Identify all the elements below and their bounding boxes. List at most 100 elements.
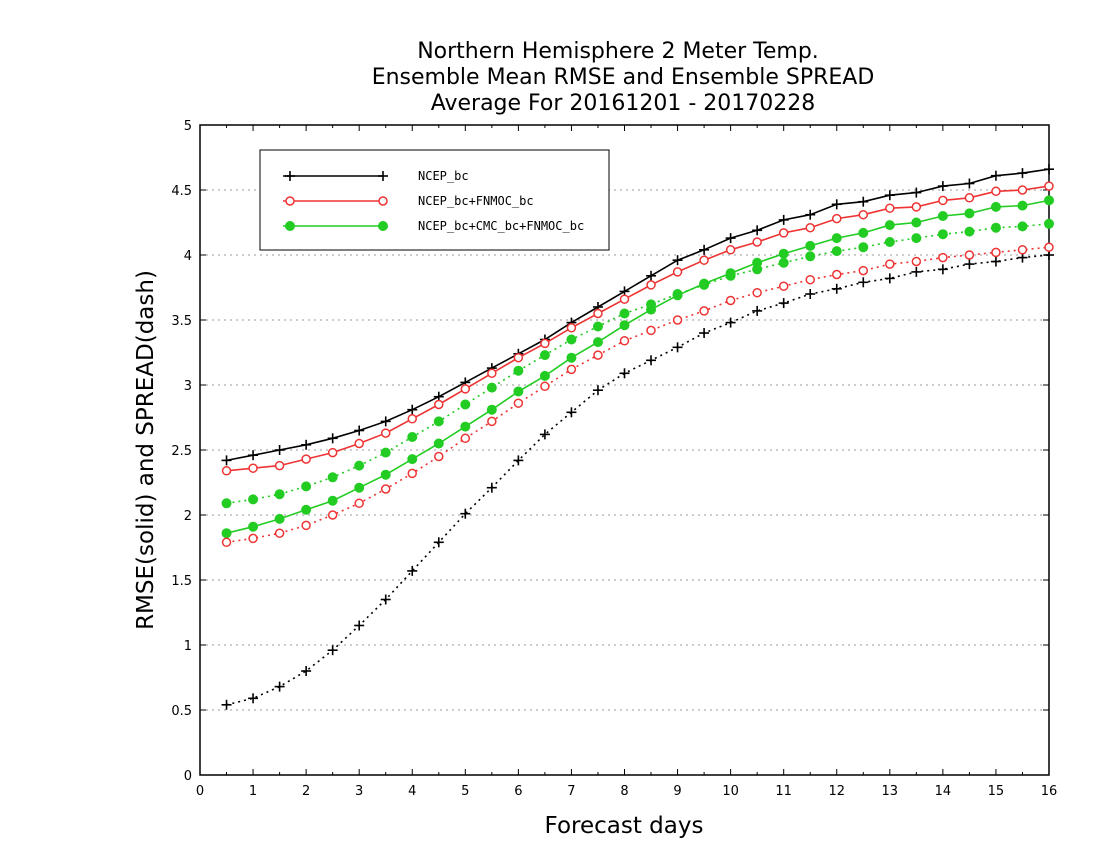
data-point — [964, 226, 975, 237]
data-point — [593, 308, 603, 319]
data-point — [699, 255, 709, 265]
data-point — [1044, 181, 1054, 191]
data-point — [1017, 200, 1028, 211]
data-point — [938, 195, 948, 206]
data-point — [460, 508, 471, 519]
data-point — [778, 281, 789, 291]
legend-label: NCEP_bc+FNMOC_bc — [418, 194, 534, 208]
legend-box — [259, 149, 610, 251]
x-tick-label: 11 — [775, 784, 792, 799]
data-point — [327, 495, 338, 506]
data-point — [592, 385, 603, 396]
axis-ticks: 00.511.522.533.544.550 1 2 3 4 5 6 7 8 9 10 11 12 13 1… — [171, 119, 1057, 799]
data-point — [672, 315, 683, 325]
data-point — [672, 289, 683, 299]
data-point — [221, 528, 232, 539]
data-point — [248, 450, 259, 461]
data-point — [566, 334, 577, 345]
data-point — [460, 421, 471, 432]
grid-lines — [200, 189, 1049, 711]
data-point — [407, 454, 418, 465]
data-point — [619, 308, 630, 319]
data-point — [566, 323, 577, 333]
x-tick-label: 16 — [1041, 784, 1058, 799]
x-tick-label: 10 — [722, 784, 739, 799]
y-axis-label: RMSE(solid) and SPREAD(dash) — [133, 270, 159, 630]
data-point — [805, 222, 815, 233]
data-point — [646, 270, 657, 281]
data-point — [725, 233, 736, 244]
data-point — [301, 666, 312, 676]
data-point — [539, 429, 550, 440]
legend-item: NCEP_bc+FNMOC_bc — [283, 194, 534, 208]
legend-marker — [285, 221, 295, 231]
data-point — [1044, 242, 1054, 252]
series-rmse-ncep-bc — [221, 164, 1054, 466]
data-point — [937, 181, 948, 192]
data-point — [778, 214, 789, 225]
data-point — [513, 365, 524, 376]
data-point — [805, 240, 816, 251]
data-point — [221, 498, 232, 509]
data-point — [407, 565, 418, 576]
data-point — [301, 481, 312, 492]
data-point — [911, 266, 922, 277]
data-point — [486, 482, 497, 493]
data-point — [380, 416, 391, 427]
x-tick-label: 6 — [514, 784, 522, 799]
data-point — [513, 398, 524, 408]
data-point — [646, 355, 657, 366]
legend-item: NCEP_bc — [283, 169, 469, 183]
data-point — [327, 472, 338, 483]
data-point — [619, 368, 630, 379]
data-point — [380, 428, 391, 438]
x-tick-label: 8 — [620, 784, 628, 799]
data-point — [778, 248, 789, 259]
data-point — [964, 259, 975, 270]
y-tick-label: 1 — [184, 639, 192, 654]
data-point — [592, 337, 603, 348]
legend-marker — [285, 171, 295, 181]
data-point — [1017, 245, 1028, 255]
data-point — [885, 203, 895, 213]
x-tick-label: 9 — [673, 784, 681, 799]
data-point — [566, 364, 577, 375]
data-point — [725, 270, 736, 281]
data-point — [354, 482, 365, 493]
data-point — [407, 432, 418, 442]
x-tick-label: 1 — [249, 784, 257, 799]
data-point — [884, 220, 895, 231]
data-point — [911, 256, 922, 267]
data-point — [885, 259, 895, 269]
data-point — [221, 466, 232, 476]
data-point — [301, 504, 312, 515]
data-point — [434, 451, 444, 462]
y-tick-label: 5 — [184, 119, 192, 134]
series-rmse-ncep-bc-fnmoc-bc — [221, 181, 1054, 476]
legend-marker — [378, 171, 388, 181]
y-tick-label: 2 — [184, 509, 192, 524]
data-point — [1017, 168, 1028, 179]
data-point — [593, 350, 603, 360]
data-point — [380, 469, 391, 480]
data-point — [486, 382, 497, 393]
data-point — [619, 336, 630, 346]
legend-marker — [285, 196, 295, 206]
data-point — [858, 242, 869, 253]
legend-marker — [378, 221, 388, 231]
x-tick-label: 7 — [567, 784, 575, 799]
series-spread-ncep-bc — [221, 250, 1054, 710]
legend-item: NCEP_bc+CMC_bc+FNMOC_bc — [283, 219, 584, 233]
data-point — [858, 265, 869, 276]
y-tick-label: 0 — [184, 769, 192, 784]
data-point — [990, 201, 1001, 212]
y-tick-label: 4 — [184, 249, 192, 264]
y-tick-label: 1.5 — [171, 574, 192, 589]
x-tick-label: 14 — [935, 784, 952, 799]
series-spread-ncep-bc-cmc-bc-fnmoc-bc — [221, 218, 1054, 509]
data-point — [433, 416, 444, 427]
data-point — [831, 283, 842, 294]
y-tick-label: 3.5 — [171, 314, 192, 329]
x-tick-label: 12 — [828, 784, 845, 799]
data-point — [937, 229, 948, 240]
